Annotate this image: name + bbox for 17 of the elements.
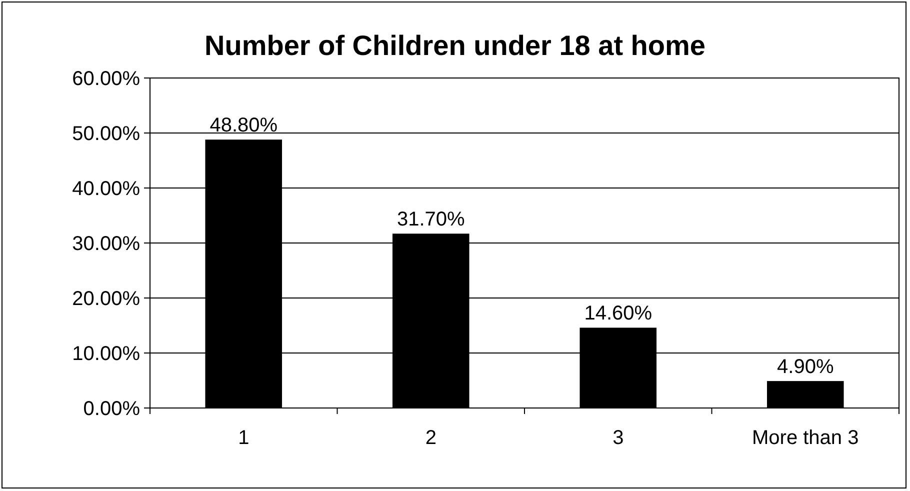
y-tick-label: 50.00% <box>72 123 140 145</box>
y-tick-label: 0.00% <box>83 398 140 420</box>
y-tick-label: 60.00% <box>72 68 140 90</box>
y-tick-label: 40.00% <box>72 178 140 200</box>
x-tick-label: 3 <box>612 427 624 449</box>
y-tick-label: 30.00% <box>72 233 140 255</box>
x-tick-label: More than 3 <box>752 427 859 449</box>
y-tick-label: 10.00% <box>72 343 140 365</box>
data-label: 48.80% <box>210 114 278 137</box>
chart-title: Number of Children under 18 at home <box>204 30 706 61</box>
data-label: 4.90% <box>777 356 834 378</box>
data-label: 14.60% <box>584 302 652 325</box>
x-tick-label: 2 <box>425 427 436 449</box>
bar <box>766 381 844 408</box>
y-tick-label: 20.00% <box>72 288 140 310</box>
data-label: 31.70% <box>396 208 465 231</box>
x-tick-label: 1 <box>238 427 250 449</box>
